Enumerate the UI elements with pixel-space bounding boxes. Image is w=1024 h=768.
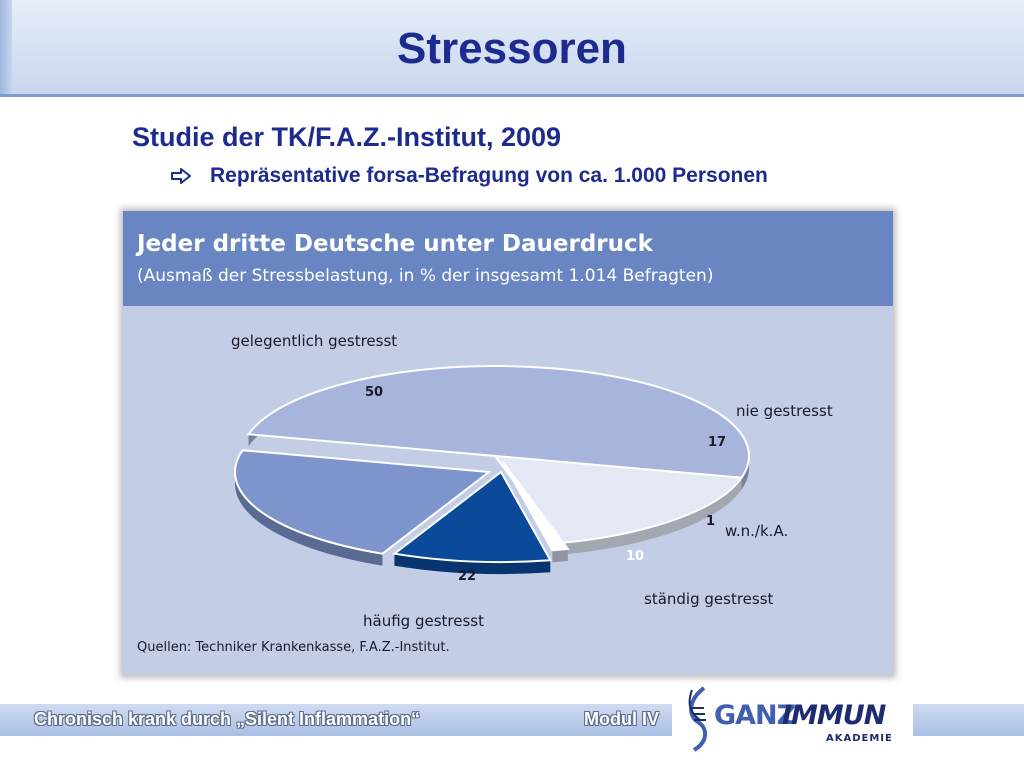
footer-course-title: Chronisch krank durch „Silent Inflammati… xyxy=(34,709,421,729)
pie-slice-side-2 xyxy=(552,549,568,563)
figure-source: Quellen: Techniker Krankenkasse, F.A.Z.-… xyxy=(137,640,450,655)
stress-chart-figure: Jeder dritte Deutsche unter Dauerdruck (… xyxy=(123,211,893,675)
pie-slice-side-4 xyxy=(235,450,383,566)
arrow-right-icon xyxy=(171,168,191,184)
bullet-text: Repräsentative forsa-Befragung von ca. 1… xyxy=(210,164,768,187)
pie-category-label-2: w.n./k.A. xyxy=(725,522,788,540)
bullet-item: Repräsentative forsa-Befragung von ca. 1… xyxy=(170,163,768,189)
title-band xyxy=(0,0,1024,97)
study-heading: Studie der TK/F.A.Z.-Institut, 2009 xyxy=(132,122,562,152)
title-band-accent xyxy=(0,0,12,94)
pie-value-label-1: 17 xyxy=(708,435,726,450)
logo-ganz-text: GANZ xyxy=(714,700,796,731)
pie-slice-0 xyxy=(246,365,750,479)
pie-value-label-0: 50 xyxy=(365,385,383,400)
pie-category-label-4: häufig gestresst xyxy=(363,612,484,630)
pie-category-label-3: ständig gestresst xyxy=(644,590,774,608)
logo-akademie-text: AKADEMIE xyxy=(826,733,893,744)
pie-value-label-2: 1 xyxy=(706,514,715,529)
pie-slice-side-1 xyxy=(559,477,742,556)
footer-bar-right xyxy=(913,704,1024,736)
pie-category-label-1: nie gestresst xyxy=(736,402,833,420)
slide-title: Stressoren xyxy=(397,24,627,73)
pie-slice-4 xyxy=(234,449,492,555)
pie-slice-2 xyxy=(502,461,570,552)
logo-immun-text: IMMUN xyxy=(782,700,886,731)
footer-module: Modul IV xyxy=(584,709,659,729)
figure-subtitle: (Ausmaß der Stressbelastung, in % der in… xyxy=(137,266,714,286)
ganzimmun-logo: GANZ IMMUN AKADEMIE xyxy=(684,686,904,752)
figure-header: Jeder dritte Deutsche unter Dauerdruck (… xyxy=(123,211,893,306)
pie-slice-1 xyxy=(492,454,744,545)
pie-category-label-0: gelegentlich gestresst xyxy=(231,332,397,350)
figure-title: Jeder dritte Deutsche unter Dauerdruck xyxy=(137,231,653,257)
pie-value-label-3: 10 xyxy=(626,549,644,564)
pie-value-label-4: 22 xyxy=(458,569,476,584)
pie-slice-3 xyxy=(392,470,552,563)
helix-logo-icon xyxy=(688,686,707,752)
footer-bar xyxy=(0,704,672,736)
pie-chart: 50 gelegentlich gestresst 17 nie gestresst 1… xyxy=(231,332,833,630)
